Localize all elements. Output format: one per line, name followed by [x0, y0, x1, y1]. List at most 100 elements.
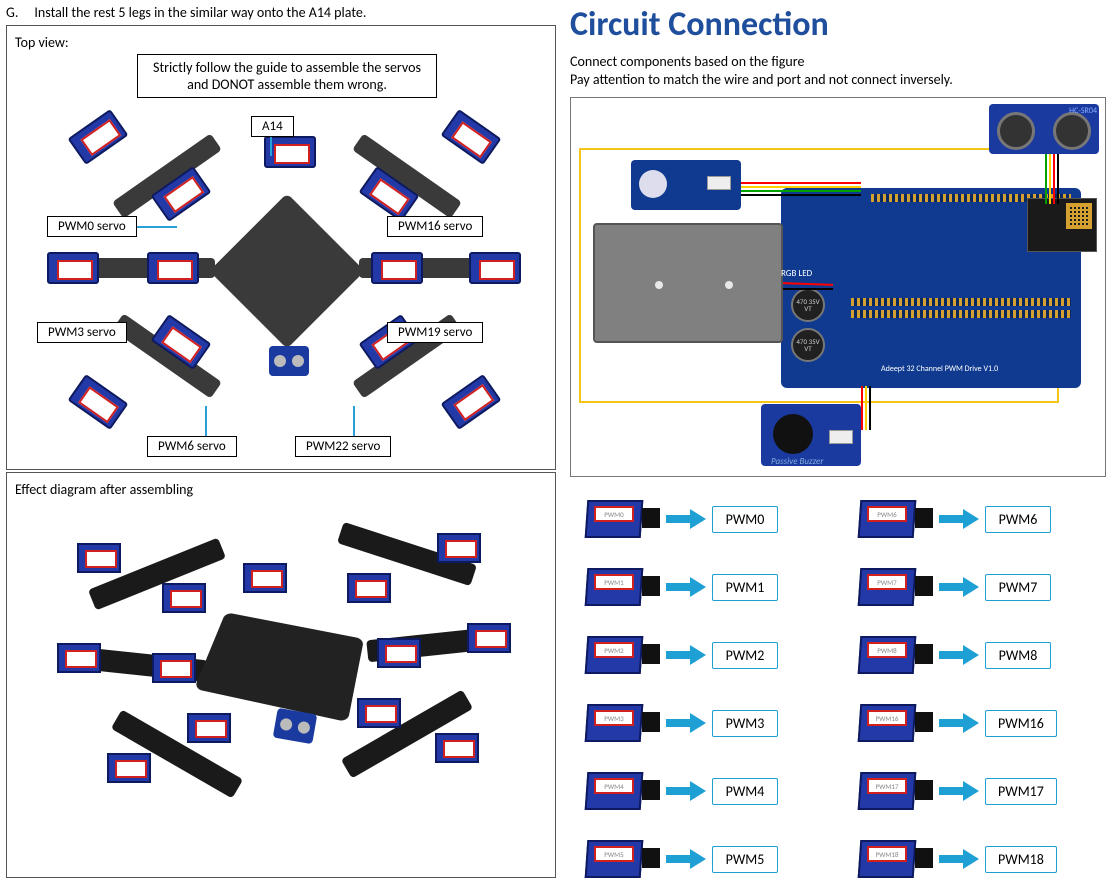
desc-line-1: Connect components based on the figure: [570, 53, 1106, 71]
legend-row-pwm0: PWM0 PWM0: [580, 491, 823, 547]
wire-buzz-k: [869, 386, 871, 430]
fx-sensor: [273, 708, 318, 744]
legend-row-pwm8: PWM8 PWM8: [853, 627, 1096, 683]
servo-icon: PWM0: [580, 494, 660, 544]
servo-icon: PWM1: [580, 562, 660, 612]
servo-pwm3-outer: [47, 252, 99, 284]
port-label: PWM3: [712, 710, 778, 737]
lead-pwm6: [205, 406, 207, 438]
servo-icon: PWM2: [580, 630, 660, 680]
wire-buzz: [856, 418, 858, 420]
circuit-desc: Connect components based on the figure P…: [570, 53, 1106, 89]
arrow-icon: [666, 850, 706, 868]
buzzer-label: Passive Buzzer: [771, 456, 823, 467]
effect-title: Effect diagram after assembling: [15, 481, 547, 498]
arrow-icon: [939, 510, 979, 528]
arrow-icon: [666, 510, 706, 528]
step-letter: G.: [6, 4, 18, 21]
arrow-icon: [939, 850, 979, 868]
right-column: Circuit Connection Connect components ba…: [562, 0, 1114, 882]
effect-panel: Effect diagram after assembling: [6, 472, 556, 878]
port-label: PWM8: [985, 642, 1051, 669]
top-view-title: Top view:: [15, 34, 547, 51]
legend-row-pwm17: PWM17 PWM17: [853, 763, 1096, 819]
battery-holder: [593, 223, 783, 343]
arrow-icon: [939, 782, 979, 800]
fx-servo-4a: [467, 623, 511, 653]
servo-port-legend: PWM0 PWM0 PWM6 PWM6 PWM1 PWM1 PWM7 PWM7 …: [570, 487, 1106, 887]
legend-row-pwm2: PWM2 PWM2: [580, 627, 823, 683]
label-pwm0: PWM0 servo: [47, 216, 137, 237]
legend-row-pwm5: PWM5 PWM5: [580, 831, 823, 887]
arrow-icon: [939, 646, 979, 664]
left-column: G. Install the rest 5 legs in the simila…: [0, 0, 562, 882]
wire-buzz-y: [865, 386, 867, 430]
label-pwm16: PWM16 servo: [387, 216, 483, 237]
port-label: PWM18: [985, 846, 1057, 873]
pin-header-mid2: [851, 310, 1071, 318]
servo-pwm6-outer: [68, 374, 129, 430]
port-label: PWM7: [985, 574, 1051, 601]
servo-icon: PWM4: [580, 766, 660, 816]
front-sensor: [269, 346, 309, 376]
fx-servo-5a: [107, 753, 151, 783]
servo-pwm0-outer: [68, 109, 129, 165]
servo-pwm3-inner: [147, 252, 199, 284]
fx-servo-1b: [162, 583, 206, 613]
wire-green-1: [741, 190, 861, 192]
wire-buzz-r: [861, 386, 863, 430]
servo-pwm19-outer: [469, 252, 521, 284]
wire-sonar-k: [1057, 154, 1059, 204]
arrow-icon: [666, 714, 706, 732]
wire-sonar-y: [1049, 154, 1051, 204]
fx-servo-3a: [57, 643, 101, 673]
label-pwm19: PWM19 servo: [387, 322, 483, 343]
servo-pwm22-outer: [441, 374, 502, 430]
arrow-icon: [666, 578, 706, 596]
servo-pwm19-inner: [371, 252, 423, 284]
arrow-icon: [939, 578, 979, 596]
servo-icon: PWM18: [853, 834, 933, 884]
rgb-label: RGB LED: [781, 268, 812, 279]
chassis-body: [209, 193, 365, 349]
board-label: Adeept 32 Channel PWM Drive V1.0: [881, 364, 998, 374]
top-view-panel: Top view: Strictly follow the guide to a…: [6, 25, 556, 470]
arrow-icon: [666, 646, 706, 664]
legend-row-pwm6: PWM6 PWM6: [853, 491, 1096, 547]
fx-servo-3b: [152, 653, 196, 683]
fx-servo-4b: [377, 638, 421, 668]
circuit-title: Circuit Connection: [570, 4, 1106, 45]
label-pwm3: PWM3 servo: [37, 322, 127, 343]
assembly-warning: Strictly follow the guide to assemble th…: [137, 54, 437, 98]
servo-icon: PWM7: [853, 562, 933, 612]
servo-icon: PWM6: [853, 494, 933, 544]
arrow-icon: [666, 782, 706, 800]
servo-icon: PWM3: [580, 698, 660, 748]
wire-yellow-1: [741, 186, 861, 188]
port-label: PWM6: [985, 506, 1051, 533]
servo-icon: PWM17: [853, 766, 933, 816]
fx-servo-head: [243, 563, 287, 593]
label-a14: A14: [251, 116, 294, 137]
wire-batt-b: [783, 288, 833, 290]
lead-a14: [270, 134, 272, 156]
port-label: PWM0: [712, 506, 778, 533]
fx-servo-5b: [187, 713, 231, 743]
servo-icon: PWM8: [853, 630, 933, 680]
step-text: Install the rest 5 legs in the similar w…: [34, 4, 366, 21]
lead-pwm22: [353, 406, 355, 438]
label-pwm6: PWM6 servo: [147, 436, 237, 457]
wifi-module: [1027, 198, 1097, 252]
fx-servo-2b: [347, 573, 391, 603]
fx-servo-2a: [437, 533, 481, 563]
port-label: PWM4: [712, 778, 778, 805]
port-label: PWM2: [712, 642, 778, 669]
servo-pwm16-outer: [441, 109, 502, 165]
port-label: PWM17: [985, 778, 1057, 805]
wire-black-1: [741, 194, 861, 196]
servo-icon: PWM5: [580, 834, 660, 884]
fx-chassis: [194, 612, 364, 722]
legend-row-pwm18: PWM18 PWM18: [853, 831, 1096, 887]
port-label: PWM16: [985, 710, 1057, 737]
legend-row-pwm7: PWM7 PWM7: [853, 559, 1096, 615]
